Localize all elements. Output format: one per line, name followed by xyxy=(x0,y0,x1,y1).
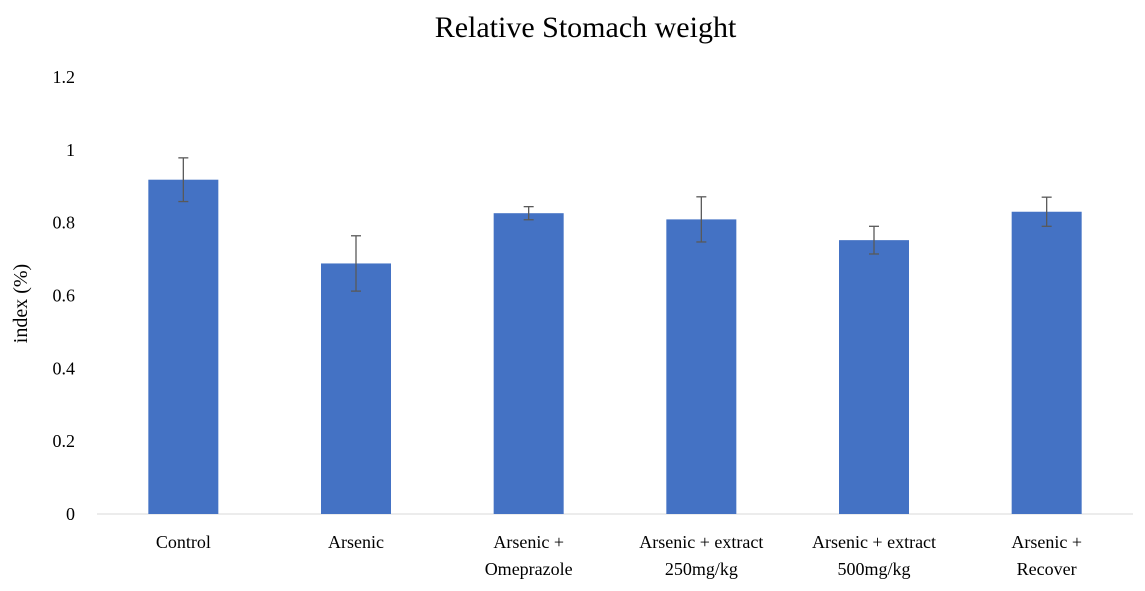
y-tick-label: 0.6 xyxy=(53,286,76,306)
x-tick-label: Recover xyxy=(1017,559,1077,579)
x-tick-label: 250mg/kg xyxy=(665,559,738,579)
bar xyxy=(493,213,564,514)
x-tick-label: Arsenic + extract xyxy=(639,532,763,552)
y-axis-label: index (%) xyxy=(10,264,32,343)
error-bar xyxy=(869,225,879,255)
x-tick-label: Omeprazole xyxy=(485,559,573,579)
bar xyxy=(148,179,219,514)
y-axis-ticks: 0 0.2 0.4 0.6 0.8 1 1.2 xyxy=(53,67,76,524)
y-tick-label: 1.2 xyxy=(53,67,76,87)
x-tick-label: 500mg/kg xyxy=(837,559,910,579)
x-tick-label: Arsenic + extract xyxy=(812,532,936,552)
bar xyxy=(666,219,737,514)
bar xyxy=(321,263,391,514)
error-bar xyxy=(1041,196,1052,227)
x-tick-label: Arsenic + xyxy=(1011,532,1082,552)
error-bar xyxy=(178,157,189,203)
chart-title: Relative Stomach weight xyxy=(435,11,737,44)
error-bar xyxy=(351,235,361,292)
y-tick-label: 0.8 xyxy=(53,213,76,233)
x-tick-label: Arsenic + xyxy=(493,532,564,552)
bar xyxy=(839,240,909,514)
y-tick-label: 0 xyxy=(66,504,75,524)
x-axis-labels: Control Arsenic Arsenic + Omeprazole Arsenic… xyxy=(156,532,1082,579)
bars-group xyxy=(148,157,1082,514)
error-bar xyxy=(696,196,707,243)
x-tick-label: Arsenic xyxy=(328,532,384,552)
y-tick-label: 1 xyxy=(66,140,75,160)
bar xyxy=(1011,211,1082,514)
y-tick-label: 0.2 xyxy=(53,431,76,451)
x-tick-label: Control xyxy=(156,532,211,552)
error-bar xyxy=(523,205,534,221)
y-tick-label: 0.4 xyxy=(53,358,76,378)
